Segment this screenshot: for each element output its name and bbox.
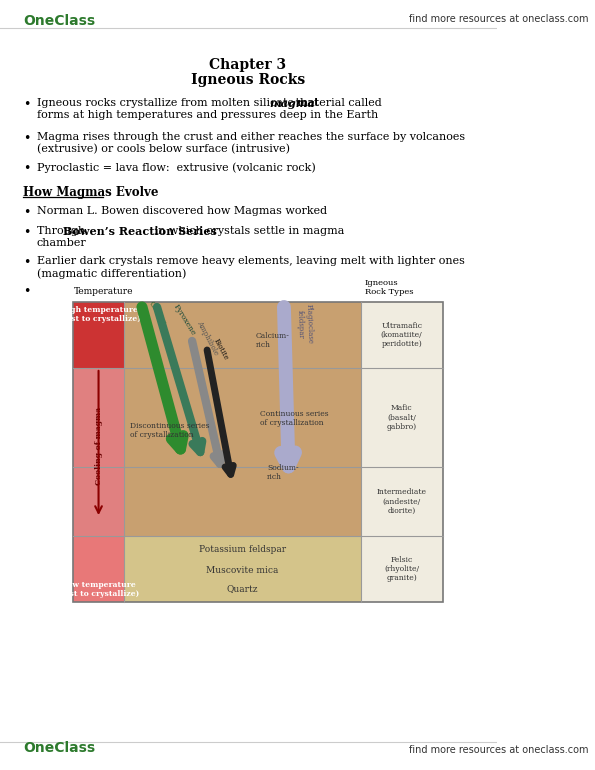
Bar [124, 536, 361, 602]
Bar [124, 302, 361, 536]
Text: Amphibole: Amphibole [195, 320, 220, 357]
Text: Sodium-
rich: Sodium- rich [267, 464, 299, 481]
Text: •: • [23, 132, 31, 145]
Text: Norman L. Bowen discovered how Magmas worked: Norman L. Bowen discovered how Magmas wo… [37, 206, 327, 216]
Text: Magma rises through the crust and either reaches the surface by volcanoes: Magma rises through the crust and either… [37, 132, 465, 142]
Text: Igneous Rocks: Igneous Rocks [191, 73, 305, 87]
Text: Pyroxene: Pyroxene [172, 303, 198, 337]
Text: •: • [23, 285, 31, 298]
Text: •: • [23, 256, 31, 269]
Text: (extrusive) or cools below surface (intrusive): (extrusive) or cools below surface (intr… [37, 144, 290, 154]
Text: Earlier dark crystals remove heavy elements, leaving melt with lighter ones: Earlier dark crystals remove heavy eleme… [37, 256, 465, 266]
Text: Low temperature
(last to crystallize): Low temperature (last to crystallize) [58, 581, 139, 598]
Text: Biotite: Biotite [212, 337, 230, 362]
Text: •: • [23, 98, 31, 111]
Text: (magmatic differentiation): (magmatic differentiation) [37, 268, 186, 279]
Text: Temperature: Temperature [74, 287, 133, 296]
Text: Potassium feldspar: Potassium feldspar [199, 545, 286, 554]
Text: Pyroclastic = lava flow:  extrusive (volcanic rock): Pyroclastic = lava flow: extrusive (volc… [37, 162, 315, 172]
Bar [361, 302, 443, 602]
Text: High temperature
(first to crystallize): High temperature (first to crystallize) [57, 306, 140, 323]
Text: •: • [23, 226, 31, 239]
Text: How Magmas Evolve: How Magmas Evolve [23, 186, 159, 199]
Text: Calcium-
rich: Calcium- rich [255, 332, 289, 350]
Text: Ultramafic
(komatiite/
peridotite): Ultramafic (komatiite/ peridotite) [381, 322, 422, 348]
Text: chamber: chamber [37, 238, 86, 248]
Text: Continuous series
of crystallization: Continuous series of crystallization [259, 410, 328, 427]
Bar [74, 302, 124, 368]
Text: •: • [23, 162, 31, 175]
Text: OneClass: OneClass [23, 14, 96, 28]
Text: Plagioclase
feldspar: Plagioclase feldspar [296, 303, 314, 344]
Text: Cooling of magma: Cooling of magma [95, 407, 102, 485]
Text: Discontinuous series
of crystallization: Discontinuous series of crystallization [130, 422, 210, 439]
Text: that: that [292, 98, 319, 108]
Text: Through: Through [37, 226, 89, 236]
Text: Igneous
Rock Types: Igneous Rock Types [365, 279, 414, 296]
Text: Olivine: Olivine [147, 300, 168, 327]
Text: Quartz: Quartz [227, 584, 258, 593]
Text: Intermediate
(andesite/
diorite): Intermediate (andesite/ diorite) [377, 488, 427, 514]
Text: find more resources at oneclass.com: find more resources at oneclass.com [409, 745, 588, 755]
Bar [74, 302, 443, 602]
Text: magma: magma [269, 98, 315, 109]
Bar [74, 536, 124, 602]
Text: Chapter 3: Chapter 3 [209, 58, 287, 72]
Text: Bowen’s Reaction Series: Bowen’s Reaction Series [64, 226, 217, 237]
Text: in which crystals settle in magma: in which crystals settle in magma [151, 226, 345, 236]
Bar [74, 368, 124, 536]
Text: Felsic
(rhyolite/
granite): Felsic (rhyolite/ granite) [384, 556, 419, 582]
Text: forms at high temperatures and pressures deep in the Earth: forms at high temperatures and pressures… [37, 110, 378, 120]
Text: find more resources at oneclass.com: find more resources at oneclass.com [409, 14, 588, 24]
Text: OneClass: OneClass [23, 741, 96, 755]
Text: Muscovite mica: Muscovite mica [206, 566, 278, 575]
Text: Mafic
(basalt/
gabbro): Mafic (basalt/ gabbro) [387, 404, 416, 430]
Text: Igneous rocks crystallize from molten silicate material called: Igneous rocks crystallize from molten si… [37, 98, 385, 108]
Text: •: • [23, 206, 31, 219]
